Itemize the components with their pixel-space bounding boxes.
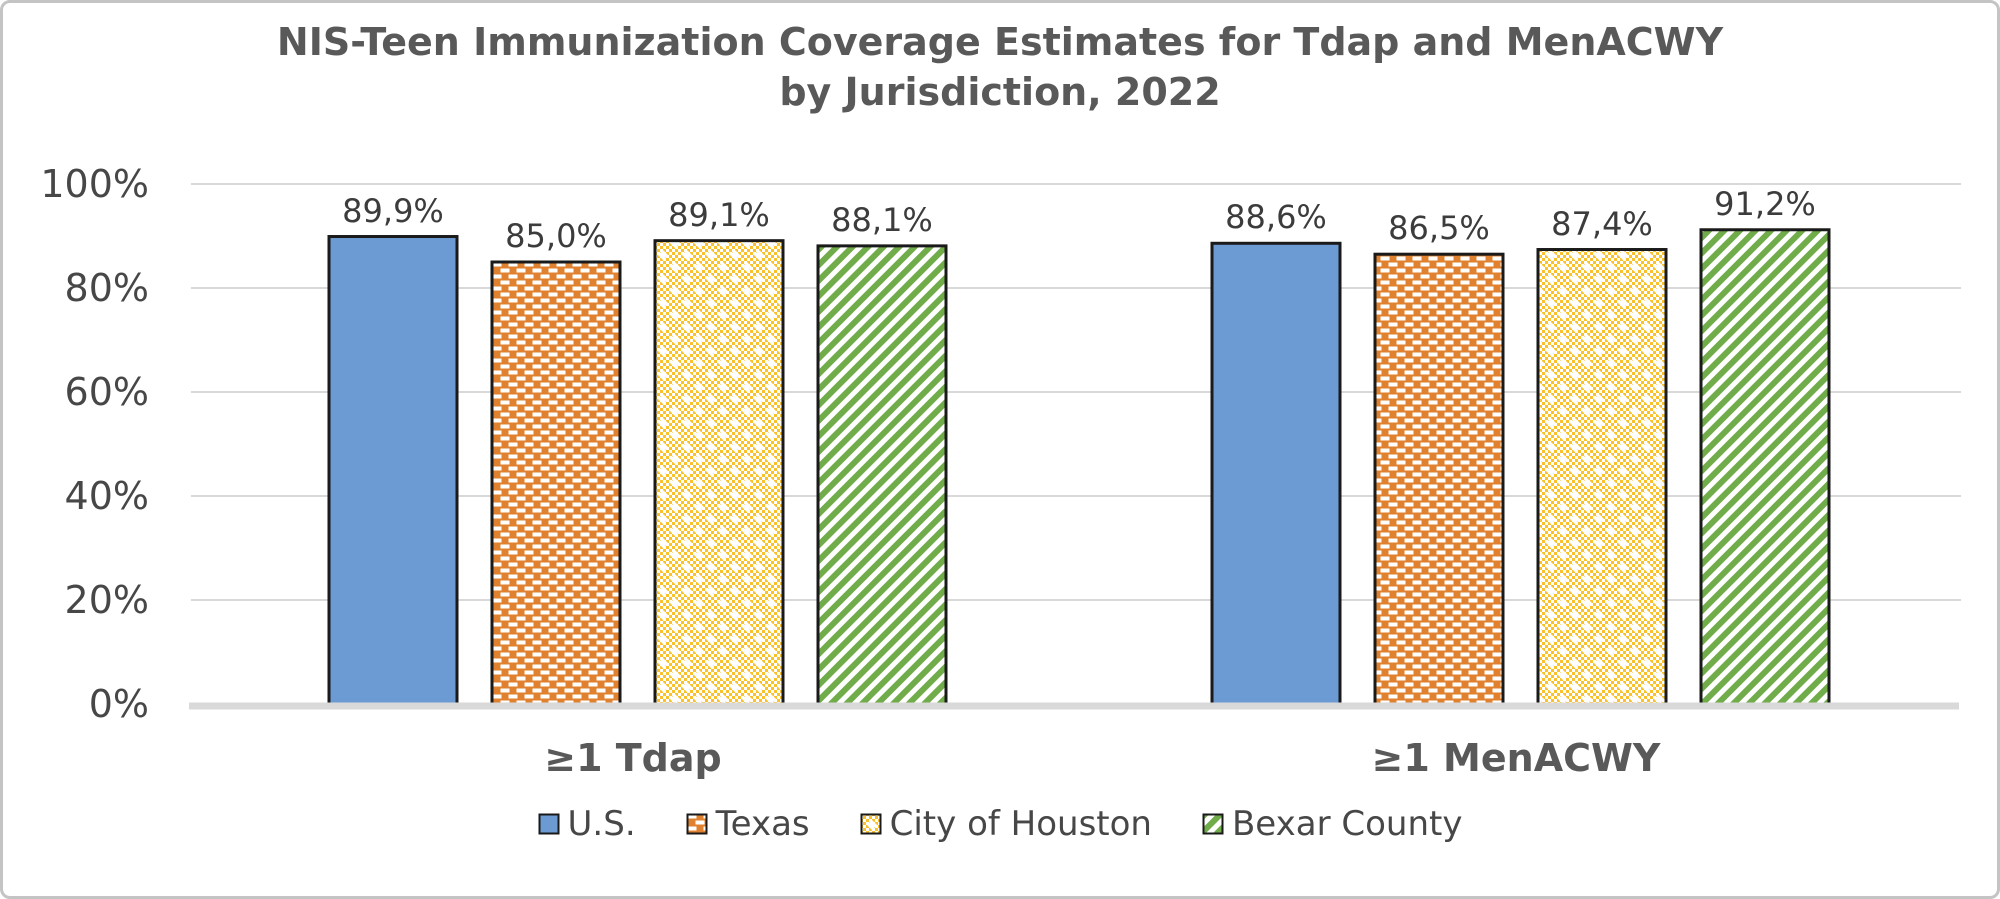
bar-label-houston-menacwy: 87,4% [1551, 204, 1653, 243]
legend-label-bexar: Bexar County [1231, 804, 1463, 844]
y-axis-label-40: 40% [64, 474, 149, 518]
bar-bexar-tdap [816, 244, 948, 706]
legend-swatch-bexar [1202, 813, 1224, 835]
legend-swatch-us [538, 813, 560, 835]
legend-item-bexar: Bexar County [1202, 804, 1462, 844]
chart-title: NIS-Teen Immunization Coverage Estimates… [276, 20, 1724, 64]
plot-area [189, 183, 1961, 710]
legend-label-us: U.S. [567, 804, 636, 844]
bar-houston-tdap [653, 239, 785, 706]
legend-swatch-houston [860, 813, 882, 835]
bar-label-bexar-tdap: 88,1% [831, 200, 933, 239]
bar-houston-menacwy [1536, 248, 1668, 706]
bar-texas-menacwy [1373, 252, 1505, 706]
bar-us-menacwy [1210, 241, 1342, 706]
y-axis-label-20: 20% [64, 578, 149, 622]
bar-label-us-tdap: 89,9% [342, 191, 444, 230]
legend-label-texas: Texas [715, 804, 810, 844]
legend-item-houston: City of Houston [860, 804, 1152, 844]
y-axis-label-0: 0% [88, 682, 149, 726]
y-axis-label-80: 80% [64, 266, 149, 310]
bar-label-houston-tdap: 89,1% [668, 195, 770, 234]
y-axis-label-60: 60% [64, 370, 149, 414]
bar-label-texas-tdap: 85,0% [505, 217, 607, 255]
bar-label-texas-menacwy: 86,5% [1388, 209, 1490, 248]
y-axis-label-100: 100% [40, 162, 149, 206]
category-label-tdap: ≥1 Tdap [544, 736, 722, 780]
bar-label-us-menacwy: 88,6% [1225, 198, 1327, 237]
legend-item-texas: Texas [686, 804, 810, 844]
bar-label-bexar-menacwy: 91,2% [1714, 184, 1816, 223]
chart-subtitle: by Jurisdiction, 2022 [779, 70, 1221, 114]
category-label-menacwy: ≥1 MenACWY [1371, 736, 1661, 780]
legend: U.S. Texas City of Houston Bexar County [3, 804, 1997, 844]
legend-item-us: U.S. [538, 804, 636, 844]
bar-texas-tdap [490, 260, 622, 706]
bar-bexar-menacwy [1699, 228, 1831, 706]
legend-label-houston: City of Houston [889, 804, 1152, 844]
bar-us-tdap [327, 235, 459, 706]
legend-swatch-texas [686, 813, 708, 835]
